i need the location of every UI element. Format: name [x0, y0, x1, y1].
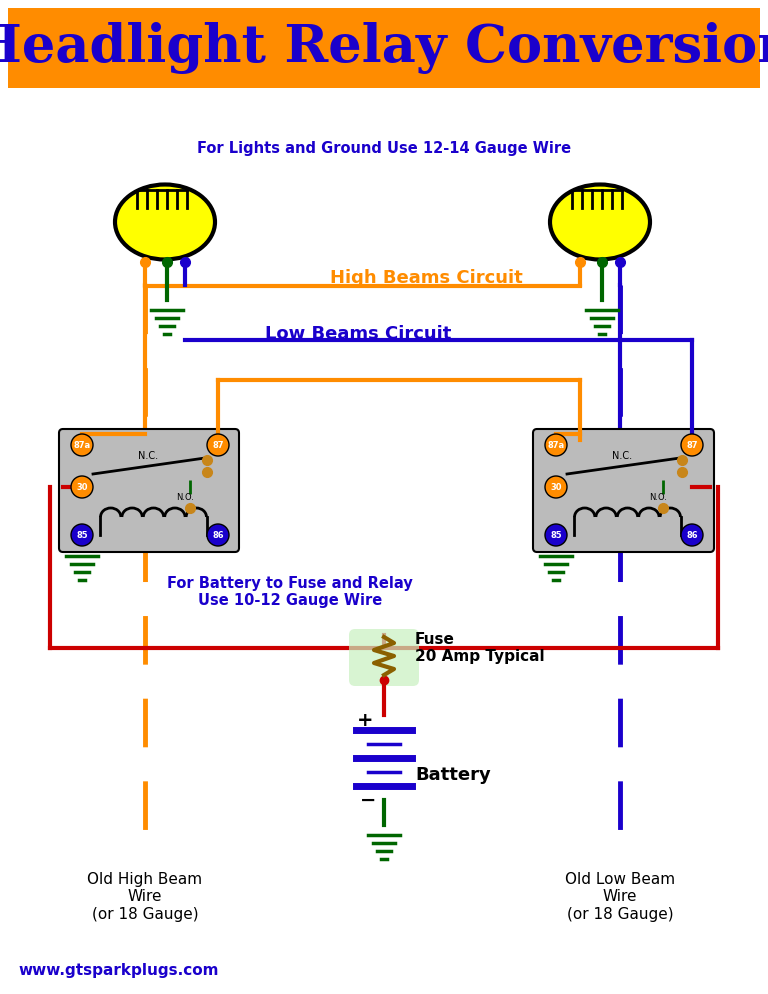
Text: 87: 87	[212, 440, 223, 449]
Text: −: −	[360, 790, 376, 809]
Text: Fuse
20 Amp Typical: Fuse 20 Amp Typical	[415, 632, 545, 664]
Text: N.C.: N.C.	[138, 451, 158, 461]
FancyBboxPatch shape	[533, 429, 714, 552]
Text: 86: 86	[686, 531, 698, 540]
Text: Headlight Relay Conversion: Headlight Relay Conversion	[0, 22, 768, 74]
Text: Battery: Battery	[415, 766, 491, 784]
Text: 30: 30	[550, 482, 561, 491]
FancyBboxPatch shape	[349, 629, 419, 686]
FancyBboxPatch shape	[59, 429, 239, 552]
Ellipse shape	[550, 185, 650, 259]
Circle shape	[207, 434, 229, 456]
Text: For Battery to Fuse and Relay
Use 10-12 Gauge Wire: For Battery to Fuse and Relay Use 10-12 …	[167, 576, 413, 608]
Text: N.C.: N.C.	[612, 451, 632, 461]
Text: +: +	[357, 711, 373, 730]
Text: 87a: 87a	[548, 440, 564, 449]
Text: Low Beams Circuit: Low Beams Circuit	[265, 325, 452, 343]
Circle shape	[545, 524, 567, 546]
Text: 86: 86	[212, 531, 223, 540]
Text: www.gtsparkplugs.com: www.gtsparkplugs.com	[18, 962, 219, 977]
Circle shape	[545, 476, 567, 498]
Text: For Lights and Ground Use 12-14 Gauge Wire: For Lights and Ground Use 12-14 Gauge Wi…	[197, 140, 571, 155]
Ellipse shape	[115, 185, 215, 259]
Circle shape	[71, 524, 93, 546]
Circle shape	[71, 434, 93, 456]
Text: 87a: 87a	[74, 440, 91, 449]
Text: Old Low Beam
Wire
(or 18 Gauge): Old Low Beam Wire (or 18 Gauge)	[565, 872, 675, 921]
Circle shape	[207, 524, 229, 546]
Circle shape	[71, 476, 93, 498]
Text: 85: 85	[550, 531, 562, 540]
Text: N.O.: N.O.	[176, 493, 194, 503]
Text: 85: 85	[76, 531, 88, 540]
Text: Old High Beam
Wire
(or 18 Gauge): Old High Beam Wire (or 18 Gauge)	[88, 872, 203, 921]
Circle shape	[681, 434, 703, 456]
Text: 30: 30	[76, 482, 88, 491]
Text: N.O.: N.O.	[649, 493, 667, 503]
FancyBboxPatch shape	[8, 8, 760, 88]
Circle shape	[681, 524, 703, 546]
Text: 87: 87	[687, 440, 698, 449]
Text: High Beams Circuit: High Beams Circuit	[330, 269, 523, 287]
Circle shape	[545, 434, 567, 456]
